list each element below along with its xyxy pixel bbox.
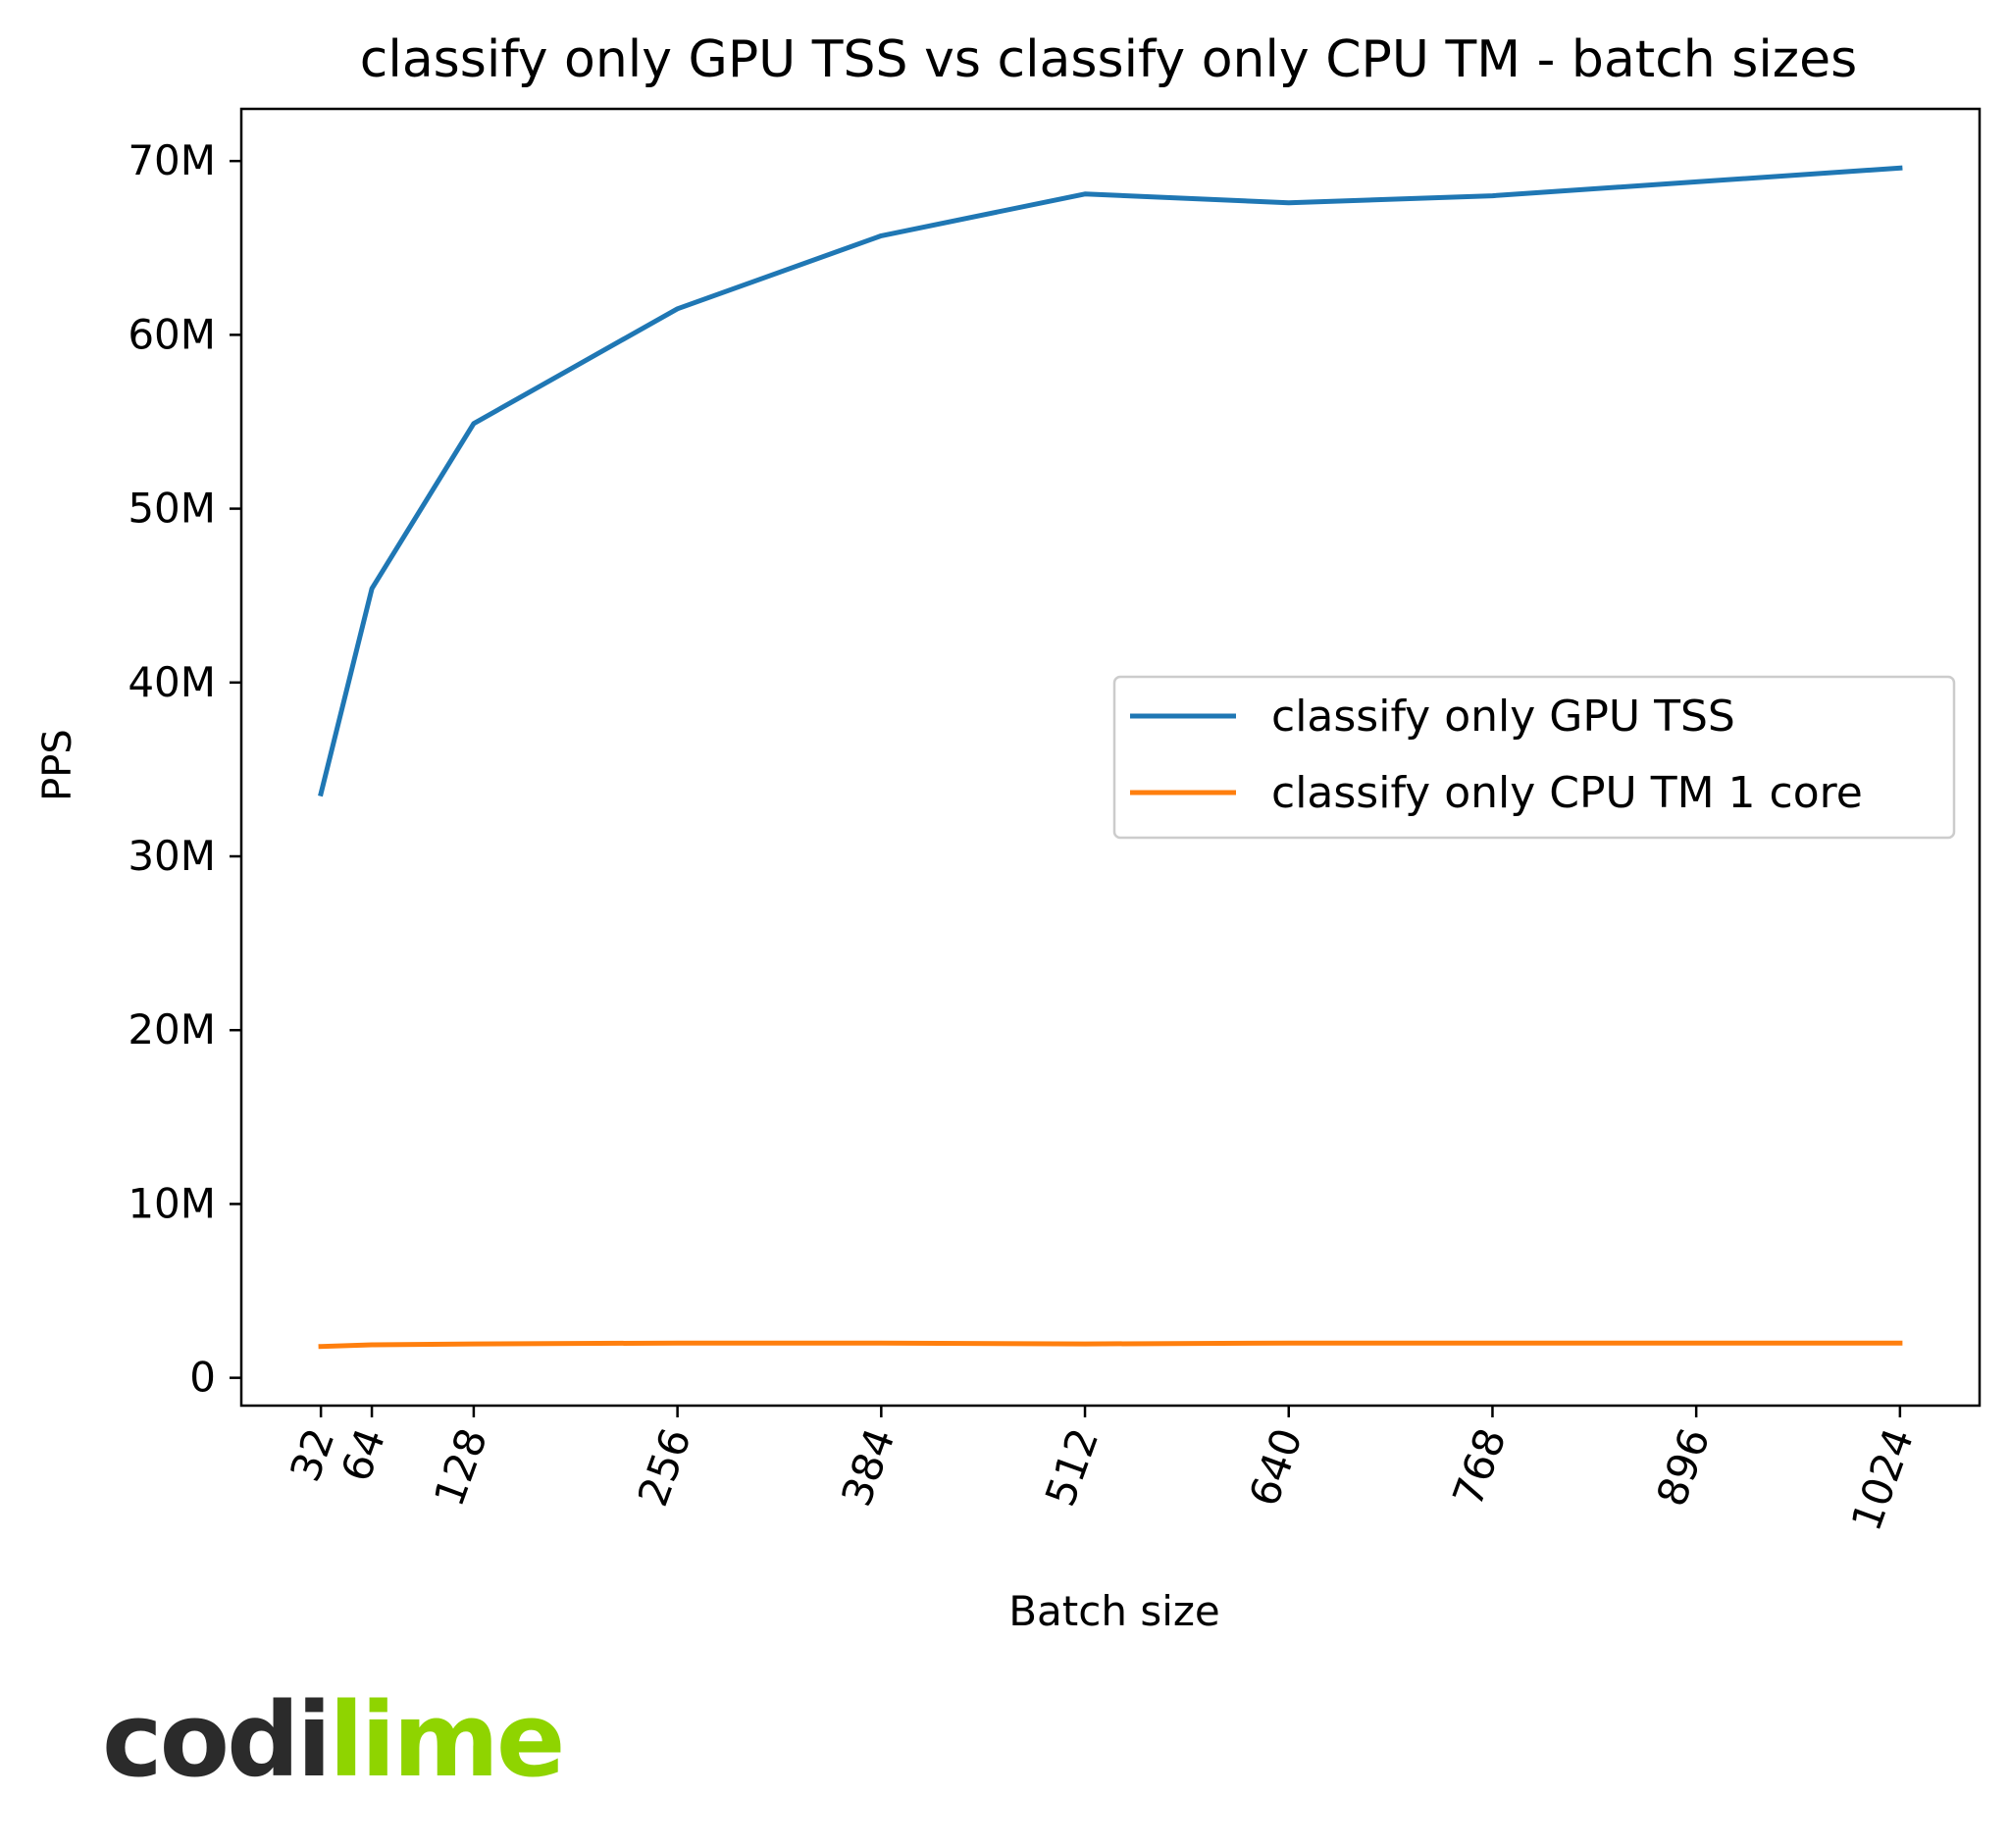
series-line-2 bbox=[318, 1340, 1903, 1350]
x-tick-label: 32 bbox=[281, 1422, 343, 1488]
logo-part-dark: codi bbox=[102, 1680, 332, 1800]
y-tick-label: 70M bbox=[128, 136, 216, 184]
chart-title: classify only GPU TSS vs classify only C… bbox=[360, 30, 1857, 89]
y-tick-label: 10M bbox=[128, 1179, 216, 1227]
x-tick-label: 640 bbox=[1240, 1422, 1312, 1513]
legend-box bbox=[1112, 675, 1956, 840]
x-tick-label: 384 bbox=[832, 1422, 903, 1513]
y-tick-label: 0 bbox=[189, 1354, 216, 1402]
x-axis-label: Batch size bbox=[1008, 1587, 1220, 1635]
x-tick-label: 128 bbox=[425, 1422, 496, 1513]
x-tick-label: 64 bbox=[332, 1422, 394, 1488]
series-line-1 bbox=[318, 165, 1903, 797]
y-axis-label: PPS bbox=[35, 729, 80, 801]
y-tick-label: 30M bbox=[128, 832, 216, 880]
legend-label-2: classify only CPU TM 1 core bbox=[1271, 768, 1863, 818]
x-tick-label: 1024 bbox=[1842, 1422, 1924, 1537]
y-axis: 0 10M 20M 30M 40M 50M 60M 70M bbox=[128, 136, 241, 1402]
y-tick-label: 40M bbox=[128, 658, 216, 706]
x-tick-label: 256 bbox=[629, 1422, 700, 1513]
x-tick-label: 896 bbox=[1647, 1422, 1719, 1513]
codilime-logo: codilime bbox=[102, 1689, 565, 1791]
y-tick-label: 20M bbox=[128, 1005, 216, 1053]
x-tick-label: 768 bbox=[1443, 1422, 1515, 1513]
logo-part-green: lime bbox=[329, 1680, 565, 1800]
x-tick-label: 512 bbox=[1036, 1422, 1108, 1513]
plot-frame bbox=[239, 107, 1982, 1408]
y-tick-label: 50M bbox=[128, 485, 216, 533]
plot-area bbox=[239, 107, 1982, 1408]
legend: classify only GPU TSS classify only CPU T… bbox=[1112, 675, 1956, 840]
y-tick-label: 60M bbox=[128, 310, 216, 358]
legend-label-1: classify only GPU TSS bbox=[1271, 692, 1735, 742]
